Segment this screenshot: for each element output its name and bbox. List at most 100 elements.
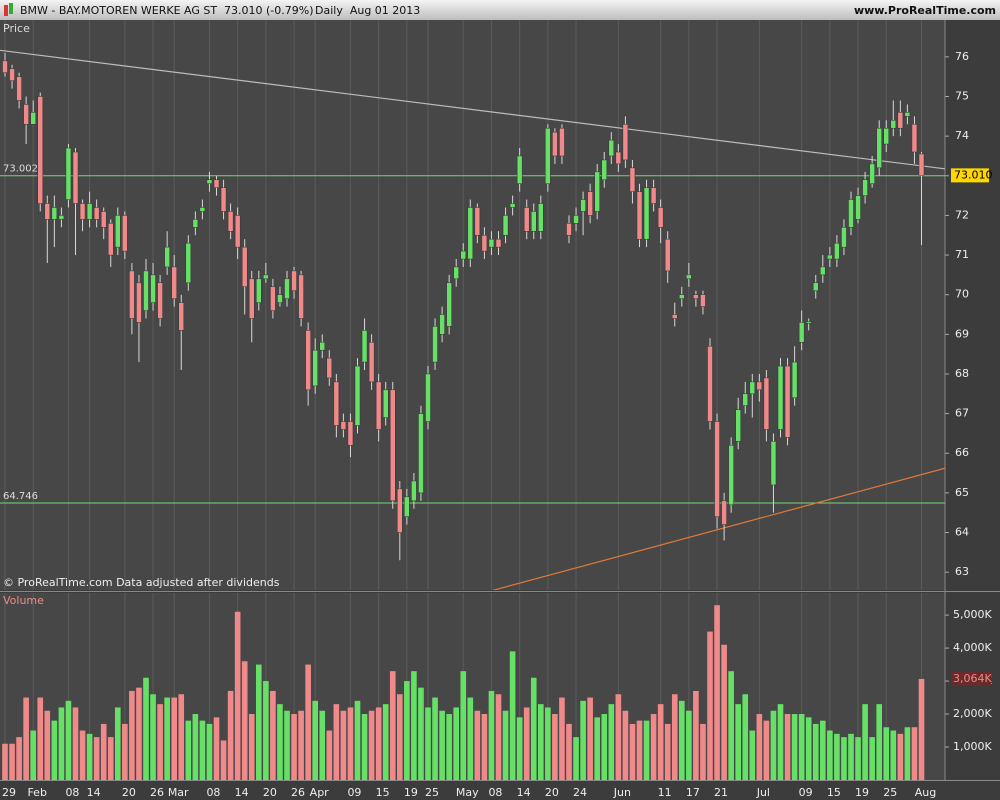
volume-bar: [805, 717, 812, 780]
volume-bar: [37, 697, 44, 780]
volume-bar: [777, 704, 784, 780]
volume-bar: [439, 710, 445, 780]
candle-body: [650, 187, 657, 204]
level-label: 73.002: [3, 164, 38, 175]
volume-bar: [629, 723, 636, 780]
candle-body: [693, 294, 699, 299]
volume-bar: [742, 694, 749, 780]
volume-bar: [65, 700, 72, 780]
candle-body: [911, 123, 918, 153]
candle-body: [234, 215, 241, 248]
x-tick-label: Jun: [613, 786, 631, 799]
candle-body: [185, 242, 192, 284]
candle-body: [312, 349, 318, 387]
candle-body: [93, 207, 100, 220]
candle-body: [664, 238, 671, 272]
y-tick-label: 66: [955, 446, 969, 459]
volume-bar: [248, 714, 255, 780]
volume-bar: [707, 631, 713, 780]
candle-body: [798, 322, 805, 343]
candle-body: [333, 381, 340, 426]
candle-body: [636, 191, 643, 240]
candle-body: [594, 171, 600, 212]
volume-bar: [44, 710, 51, 780]
x-tick-label: 08: [488, 786, 502, 799]
candle-body: [904, 112, 911, 117]
volume-bar: [516, 717, 523, 780]
candle-body: [136, 282, 142, 323]
candle-body: [263, 274, 269, 280]
volume-bar: [51, 720, 58, 780]
volume-bar: [904, 727, 911, 780]
candle-body: [305, 330, 311, 391]
source: www.ProRealTime.com: [854, 4, 996, 17]
x-tick-label: May: [456, 786, 479, 799]
volume-bar: [171, 697, 177, 780]
candle-body: [284, 278, 290, 299]
volume-bar: [622, 710, 629, 780]
candle-body: [164, 246, 170, 268]
candle-body: [453, 266, 459, 280]
volume-bar: [185, 720, 192, 780]
x-tick-label: 14: [235, 786, 249, 799]
volume-bar: [897, 733, 904, 780]
volume-bar: [79, 730, 86, 780]
trend-line: [0, 49, 945, 170]
volume-bar: [573, 737, 579, 780]
volume-bar: [686, 710, 692, 780]
candle-body: [721, 500, 727, 525]
x-tick-label: 26: [291, 786, 305, 799]
candle-body: [897, 112, 904, 129]
candle-body: [707, 345, 713, 422]
candle-body: [192, 219, 199, 228]
volume-bar: [481, 714, 488, 780]
candle-body: [495, 238, 502, 248]
volume-bar: [23, 697, 29, 780]
candle-body: [481, 234, 488, 252]
candle-body: [291, 270, 297, 291]
candle-body: [220, 187, 227, 212]
candle-body: [777, 365, 784, 430]
volume-bar: [601, 714, 608, 780]
volume-bar: [756, 714, 763, 780]
candle-body: [37, 96, 43, 204]
volume-bar: [721, 644, 727, 780]
price-tag-label: 73.010: [954, 168, 993, 181]
volume-bar: [735, 704, 741, 780]
symbol-title: BMW - BAY.MOTOREN WERKE AG ST: [20, 4, 217, 17]
candle-body: [587, 191, 593, 216]
candle-body: [615, 151, 622, 165]
candle-body: [742, 393, 748, 406]
candle-body: [347, 421, 354, 446]
x-tick-label: 25: [425, 786, 439, 799]
x-tick-label: 09: [799, 786, 813, 799]
candle-body: [848, 199, 854, 228]
candle-body: [157, 282, 163, 319]
candle-body: [65, 147, 72, 200]
candle-body: [502, 215, 509, 236]
candle-body: [805, 321, 812, 324]
volume-bar: [411, 671, 417, 780]
x-tick-label: Apr: [310, 786, 330, 799]
volume-bar: [58, 707, 65, 780]
candle-body: [439, 314, 445, 335]
volume-bar: [664, 723, 671, 780]
candle-body: [213, 179, 220, 188]
x-tick-label: 20: [263, 786, 277, 799]
volume-bar: [460, 671, 467, 780]
volume-bar: [298, 710, 304, 780]
candle-body: [58, 215, 65, 220]
x-tick-label: 21: [714, 786, 728, 799]
candle-body: [171, 266, 177, 299]
volume-bar: [199, 720, 206, 780]
candle-body: [270, 286, 276, 311]
volume-bar: [791, 714, 798, 780]
volume-bar: [263, 681, 269, 780]
candle-body: [545, 127, 551, 184]
candle-body: [488, 238, 495, 248]
price-panel: [0, 20, 945, 590]
candle-body: [354, 365, 361, 426]
candle-body: [129, 270, 135, 319]
candle-body: [86, 203, 93, 220]
